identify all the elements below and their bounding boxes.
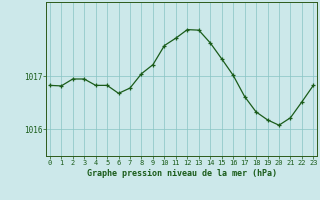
- X-axis label: Graphe pression niveau de la mer (hPa): Graphe pression niveau de la mer (hPa): [87, 169, 276, 178]
